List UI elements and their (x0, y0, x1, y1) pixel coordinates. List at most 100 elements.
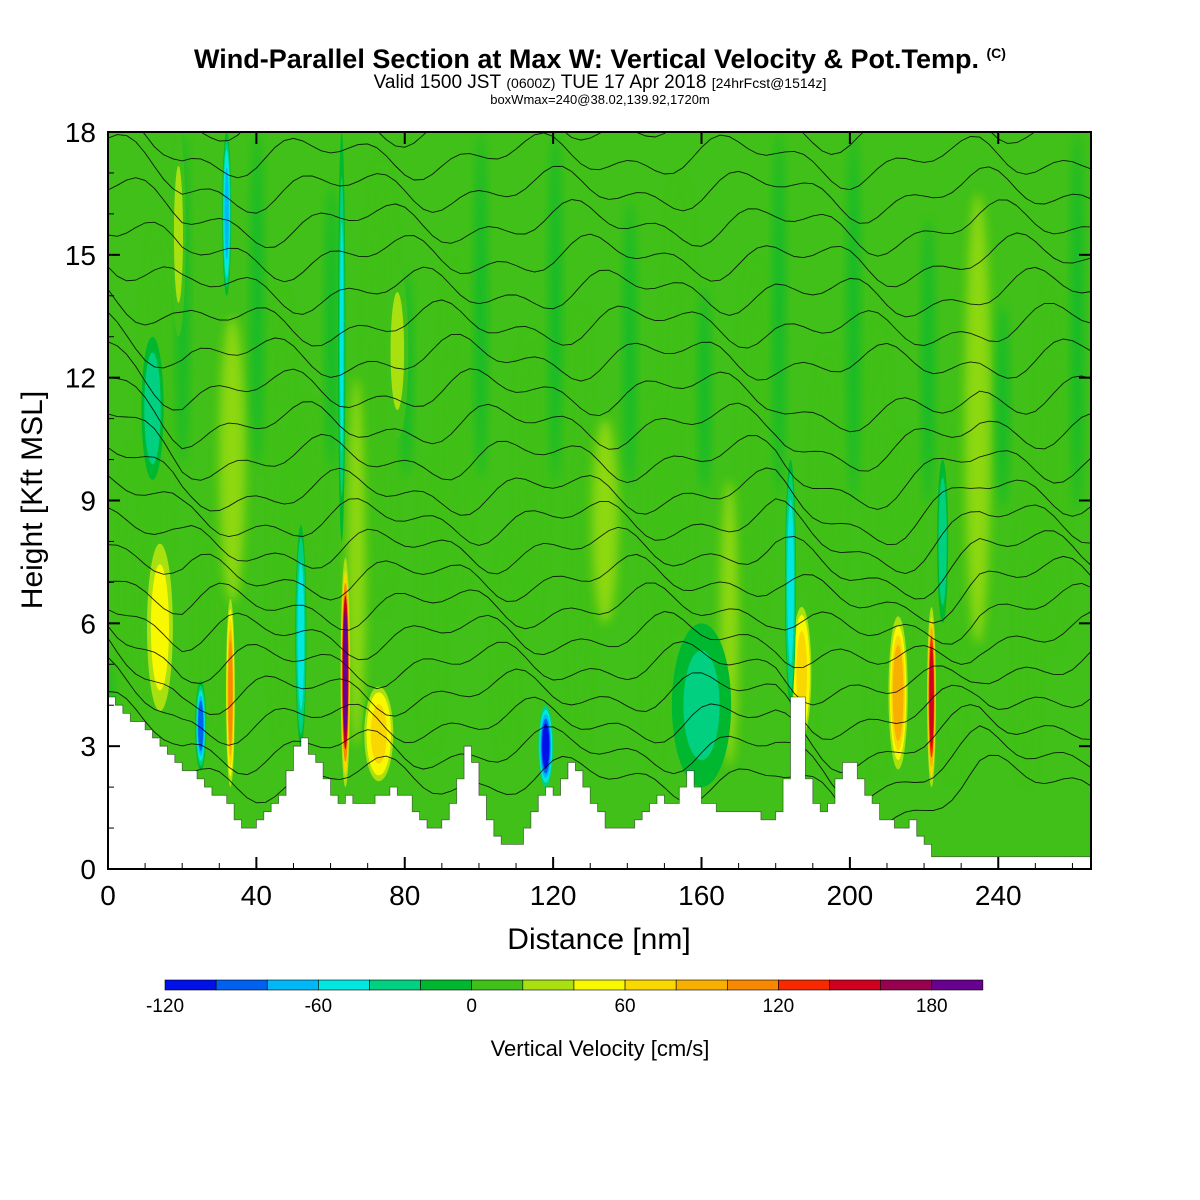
velocity-cell (295, 525, 307, 747)
texture-band (964, 193, 991, 644)
texture-band (666, 177, 693, 628)
chart-title-text: Wind-Parallel Section at Max W: Vertical… (194, 44, 979, 74)
colorbar-label: Vertical Velocity [cm/s] (491, 1036, 710, 1061)
velocity-cell-level (152, 574, 168, 681)
x-tick-label: 80 (389, 880, 420, 911)
colorbar-swatch (624, 979, 677, 991)
x-tick-label: 40 (241, 880, 272, 911)
colorbar-tick-label: 120 (763, 996, 795, 1017)
velocity-cell-level (339, 222, 344, 452)
colorbar-tick-label: 180 (916, 996, 948, 1017)
texture-band (741, 263, 768, 632)
isentrope-line (108, 580, 1091, 645)
x-axis: 0 40 80 120 160 200 240 (100, 132, 1073, 911)
valid-utc: (0600Z) (506, 75, 556, 91)
colorbar-swatch (471, 979, 524, 991)
velocity-cell (386, 263, 409, 440)
colorbar-tick-label: -120 (146, 996, 184, 1017)
terrain (108, 697, 1091, 869)
velocity-cell (886, 606, 910, 779)
texture-band (815, 349, 842, 636)
valid-date: TUE 17 Apr 2018 (560, 72, 707, 93)
velocity-cell (784, 459, 797, 706)
texture-band (251, 132, 263, 468)
forecast-info: [24hrFcst@1514z] (711, 75, 827, 91)
colorbar-tick-label: 0 (466, 996, 477, 1017)
isentrope-line (108, 266, 1091, 318)
colorbar-swatch (164, 979, 217, 991)
velocity-cell (225, 598, 235, 788)
copyright-mark: (C) (986, 45, 1006, 61)
velocity-cell (340, 557, 351, 788)
colorbar-swatch (726, 979, 779, 991)
vertical-velocity-cells (141, 132, 949, 788)
isentrope-line (108, 377, 1091, 472)
isentrope-line (108, 134, 1091, 224)
velocity-cell (937, 459, 949, 624)
valid-time: Valid 1500 JST (373, 72, 502, 93)
texture-band (624, 201, 636, 489)
y-tick-label: 15 (65, 240, 96, 271)
velocity-cell-level (174, 177, 183, 292)
velocity-cell-level (542, 723, 550, 770)
texture-band (890, 434, 917, 640)
isentrope-line (108, 413, 1091, 510)
isentrope-line (108, 691, 1091, 804)
velocity-cell (171, 132, 186, 337)
velocity-cell-level (787, 513, 794, 652)
texture-band (570, 308, 590, 759)
isentrope-line (108, 289, 1091, 349)
texture-band (848, 132, 860, 501)
x-tick-label: 240 (975, 880, 1022, 911)
y-tick-label: 12 (65, 363, 96, 394)
x-tick-label: 160 (678, 880, 725, 911)
texture-band (773, 132, 785, 497)
y-tick-label: 9 (80, 486, 96, 517)
velocity-cell-level (892, 644, 904, 742)
chart-subtitle: Valid 1500 JST (0600Z) TUE 17 Apr 2018 [… (0, 72, 1200, 94)
potential-temperature-contours (108, 132, 1091, 832)
isentrope-line (108, 221, 1091, 288)
isentrope-line (108, 544, 1091, 624)
colorbar-swatch (266, 979, 319, 991)
texture-band (869, 324, 888, 775)
colorbar-swatch (778, 979, 830, 991)
texture-band (475, 132, 487, 481)
texture-band (219, 316, 246, 603)
velocity-cell (362, 680, 396, 788)
colorbar-swatch (573, 979, 626, 991)
velocity-cell (195, 680, 207, 771)
isentrope-line (108, 475, 1091, 574)
isentrope-line (108, 626, 1091, 706)
velocity-cell-level (228, 640, 233, 746)
texture-band (1018, 496, 1037, 784)
isentrope-line (142, 132, 1091, 191)
colorbar-swatch (420, 979, 473, 991)
texture-band (421, 463, 441, 751)
isentrope-line (108, 177, 1091, 257)
velocity-cell (337, 132, 346, 542)
texture-band (592, 418, 619, 624)
velocity-cell-level (370, 704, 387, 764)
isentrope-line (108, 507, 1091, 600)
isentrope-line (108, 311, 1091, 382)
isentrope-line (199, 132, 1087, 155)
y-axis-label: Height [Kft MSL] (16, 391, 49, 609)
velocity-cell-level (939, 495, 946, 588)
isentrope-line (108, 609, 1091, 669)
y-tick-label: 18 (65, 117, 96, 148)
colorbar-swatch (880, 979, 933, 991)
velocity-cell-level (224, 168, 229, 260)
velocity-cell-level (687, 659, 716, 752)
terrain-edge (108, 696, 1091, 858)
colorbar-swatch (931, 979, 984, 991)
colorbar: -120 -60 0 60 120 180 (146, 979, 984, 1017)
y-tick-label: 6 (80, 608, 96, 639)
terrain-outline (108, 696, 1091, 858)
isentrope-line (108, 447, 1091, 546)
texture-band (347, 377, 366, 747)
x-tick-label: 0 (100, 880, 116, 911)
velocity-cell (927, 606, 936, 788)
colorbar-swatch (675, 979, 728, 991)
texture-band (517, 332, 544, 620)
